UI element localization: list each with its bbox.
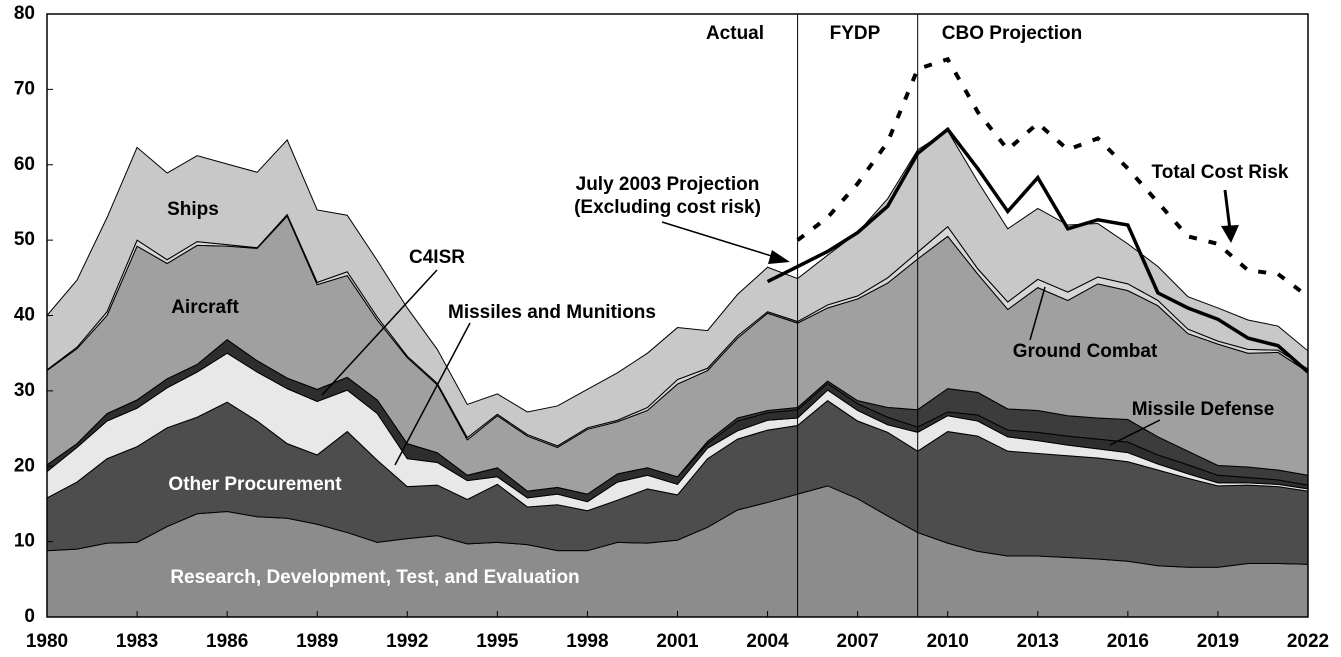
y-tick-label: 0 bbox=[24, 606, 35, 627]
series-label: C4ISR bbox=[409, 247, 465, 268]
series-label: Ships bbox=[167, 199, 219, 220]
y-tick-label: 10 bbox=[14, 531, 35, 552]
x-tick-label: 2013 bbox=[1017, 631, 1059, 652]
x-tick-label: 1992 bbox=[386, 631, 428, 652]
leader-line bbox=[321, 269, 438, 396]
x-tick-label: 1983 bbox=[116, 631, 158, 652]
x-tick-label: 1989 bbox=[296, 631, 338, 652]
y-tick-label: 60 bbox=[14, 154, 35, 175]
series-label: Aircraft bbox=[171, 297, 239, 318]
leader-line bbox=[1109, 419, 1161, 446]
period-label: Actual bbox=[706, 23, 764, 44]
leader-line bbox=[661, 221, 779, 259]
arrow-head bbox=[768, 250, 790, 264]
leader-line bbox=[1223, 189, 1232, 231]
line bbox=[796, 56, 1310, 299]
y-tick-label: 40 bbox=[14, 305, 35, 326]
x-tick-label: 2007 bbox=[837, 631, 879, 652]
series-label: Missiles and Munitions bbox=[448, 302, 656, 323]
projection-label: July 2003 Projection (Excluding cost ris… bbox=[574, 174, 761, 218]
line bbox=[766, 126, 1310, 374]
x-tick-label: 1998 bbox=[566, 631, 608, 652]
y-tick-label: 70 bbox=[14, 78, 35, 99]
period-label: FYDP bbox=[830, 23, 881, 44]
x-tick-label: 2019 bbox=[1197, 631, 1239, 652]
series-label: Total Cost Risk bbox=[1152, 162, 1289, 183]
x-tick-label: 1980 bbox=[26, 631, 68, 652]
y-tick-label: 50 bbox=[14, 229, 35, 250]
series-label: Ground Combat bbox=[1013, 341, 1158, 362]
series-label: Other Procurement bbox=[168, 474, 342, 495]
x-tick-label: 2016 bbox=[1107, 631, 1149, 652]
x-tick-label: 2004 bbox=[746, 631, 789, 652]
x-tick-label: 1995 bbox=[476, 631, 519, 652]
y-tick-label: 30 bbox=[14, 380, 35, 401]
period-label: CBO Projection bbox=[942, 23, 1082, 44]
x-tick-label: 2010 bbox=[927, 631, 969, 652]
y-tick-label: 20 bbox=[14, 455, 35, 476]
x-tick-label: 2001 bbox=[656, 631, 699, 652]
series-label: Missile Defense bbox=[1132, 399, 1275, 420]
leader-line bbox=[394, 322, 471, 466]
x-tick-label: 2022 bbox=[1287, 631, 1329, 652]
x-tick-label: 1986 bbox=[206, 631, 248, 652]
arrow-head bbox=[1221, 225, 1239, 243]
series-label: Research, Development, Test, and Evaluat… bbox=[170, 567, 579, 588]
leader-line bbox=[1029, 286, 1046, 341]
y-tick-label: 80 bbox=[14, 3, 35, 24]
